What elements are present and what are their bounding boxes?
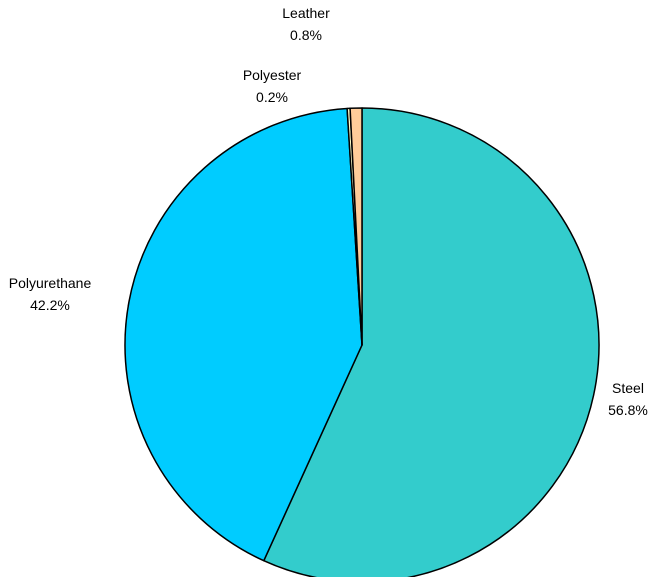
pie-label-leather: Leather 0.8% <box>282 5 330 43</box>
pie-label-percent: 0.2% <box>256 89 288 105</box>
pie-label-percent: 42.2% <box>30 297 70 313</box>
pie-label-polyester: Polyester 0.2% <box>243 67 302 105</box>
pie-slice-polyurethane <box>124 107 363 562</box>
pie-label-percent: 0.8% <box>290 27 322 43</box>
pie-label-polyurethane: Polyurethane 42.2% <box>9 275 92 313</box>
pie-label-percent: 56.8% <box>608 402 648 418</box>
pie-slice-leather <box>349 107 363 346</box>
pie-slices <box>124 107 600 577</box>
pie-label-name: Polyurethane <box>9 275 92 291</box>
pie-label-name: Leather <box>282 5 330 21</box>
pie-label-name: Steel <box>612 380 644 396</box>
pie-label-name: Polyester <box>243 67 302 83</box>
pie-label-steel: Steel 56.8% <box>608 380 648 418</box>
pie-labels: Steel 56.8% Polyurethane 42.2% Polyester 0.2%… <box>9 5 648 418</box>
pie-slice-steel <box>263 107 600 577</box>
